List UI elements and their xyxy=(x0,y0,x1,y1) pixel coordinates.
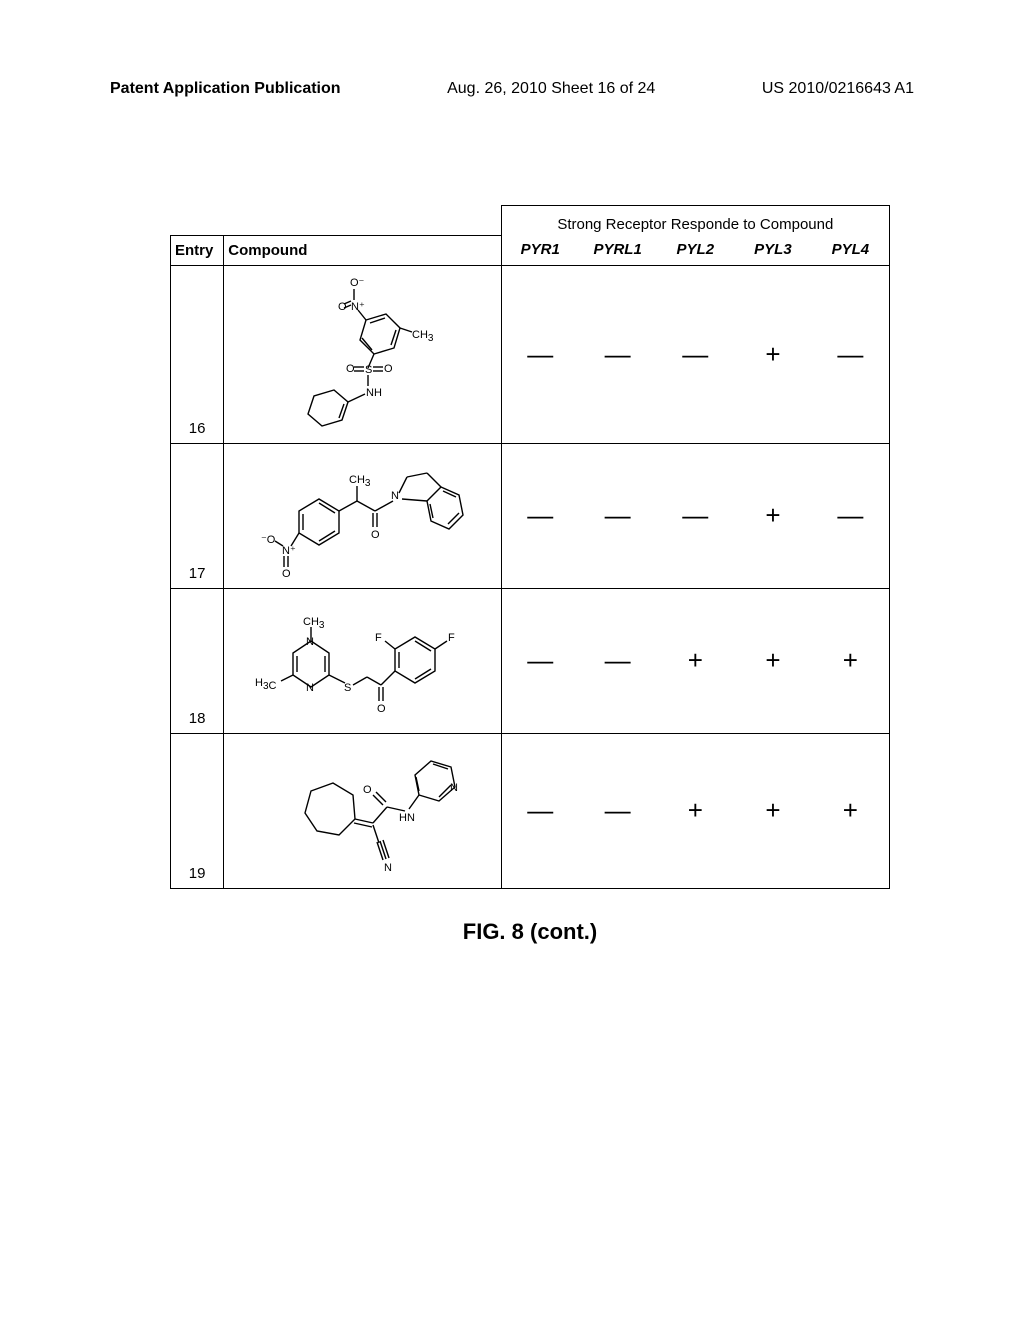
svg-text:O⁻: O⁻ xyxy=(350,277,365,289)
super-header: Strong Receptor Responde to Compound xyxy=(501,206,889,236)
entry-17: 17 xyxy=(171,443,224,588)
svg-text:O: O xyxy=(346,363,355,375)
resp-19-1: — xyxy=(579,733,657,888)
svg-text:⁻O: ⁻O xyxy=(261,534,276,546)
resp-19-0: — xyxy=(501,733,579,888)
svg-text:O: O xyxy=(363,784,372,796)
compound-table: Strong Receptor Responde to Compound Ent… xyxy=(170,205,890,889)
table-row: 16 O⁻ O N⁺ CH3 xyxy=(171,265,890,443)
svg-text:N: N xyxy=(306,682,314,694)
col-entry: Entry xyxy=(171,235,224,265)
svg-text:O: O xyxy=(282,568,291,580)
resp-16-2: — xyxy=(656,265,734,443)
figure-caption: FIG. 8 (cont.) xyxy=(170,919,890,945)
entry-16: 16 xyxy=(171,265,224,443)
svg-text:N⁺: N⁺ xyxy=(282,545,296,557)
svg-text:CH3: CH3 xyxy=(349,474,371,489)
resp-18-0: — xyxy=(501,588,579,733)
resp-19-4: + xyxy=(812,733,890,888)
svg-text:S: S xyxy=(344,682,351,694)
table-row: 17 ⁻O N⁺ O CH3 xyxy=(171,443,890,588)
gene-4: PYL4 xyxy=(812,235,890,265)
svg-text:NH: NH xyxy=(366,387,382,399)
svg-text:CH3: CH3 xyxy=(412,329,434,344)
compound-19: N O HN N xyxy=(224,733,501,888)
resp-17-2: — xyxy=(656,443,734,588)
gene-3: PYL3 xyxy=(734,235,812,265)
resp-17-4: — xyxy=(812,443,890,588)
svg-text:F: F xyxy=(375,632,382,644)
gene-1: PYRL1 xyxy=(579,235,657,265)
entry-18: 18 xyxy=(171,588,224,733)
resp-16-3: + xyxy=(734,265,812,443)
structure-17-icon: ⁻O N⁺ O CH3 O xyxy=(247,451,477,581)
resp-19-3: + xyxy=(734,733,812,888)
resp-16-0: — xyxy=(501,265,579,443)
svg-text:N⁺: N⁺ xyxy=(351,301,365,313)
table-row: 19 N O HN xyxy=(171,733,890,888)
resp-16-1: — xyxy=(579,265,657,443)
header-left: Patent Application Publication xyxy=(110,80,341,98)
compound-16: O⁻ O N⁺ CH3 O S xyxy=(224,265,501,443)
header-center: Aug. 26, 2010 Sheet 16 of 24 xyxy=(447,80,655,98)
resp-18-4: + xyxy=(812,588,890,733)
gene-0: PYR1 xyxy=(501,235,579,265)
svg-text:N: N xyxy=(306,636,314,648)
resp-18-2: + xyxy=(656,588,734,733)
svg-text:F: F xyxy=(448,632,455,644)
structure-16-icon: O⁻ O N⁺ CH3 O S xyxy=(262,272,462,437)
gene-2: PYL2 xyxy=(656,235,734,265)
table-row: 18 H3C N N CH3 S xyxy=(171,588,890,733)
resp-17-0: — xyxy=(501,443,579,588)
svg-text:HN: HN xyxy=(399,812,415,824)
resp-19-2: + xyxy=(656,733,734,888)
svg-text:CH3: CH3 xyxy=(303,616,325,631)
resp-17-1: — xyxy=(579,443,657,588)
svg-text:N: N xyxy=(450,782,458,794)
svg-text:N: N xyxy=(391,490,399,502)
svg-text:S: S xyxy=(365,364,372,376)
figure-content: Strong Receptor Responde to Compound Ent… xyxy=(170,205,890,945)
header-right: US 2010/0216643 A1 xyxy=(762,80,914,98)
structure-19-icon: N O HN N xyxy=(257,741,467,881)
svg-text:O: O xyxy=(371,529,380,541)
svg-text:H3C: H3C xyxy=(255,677,277,692)
page-header: Patent Application Publication Aug. 26, … xyxy=(0,80,1024,98)
resp-17-3: + xyxy=(734,443,812,588)
resp-16-4: — xyxy=(812,265,890,443)
svg-text:O: O xyxy=(384,363,393,375)
compound-18: H3C N N CH3 S O xyxy=(224,588,501,733)
blank-header xyxy=(171,206,502,236)
resp-18-3: + xyxy=(734,588,812,733)
col-compound: Compound xyxy=(224,235,501,265)
entry-19: 19 xyxy=(171,733,224,888)
structure-18-icon: H3C N N CH3 S O xyxy=(247,601,477,721)
compound-17: ⁻O N⁺ O CH3 O xyxy=(224,443,501,588)
svg-text:O: O xyxy=(377,703,386,715)
svg-text:N: N xyxy=(384,862,392,874)
resp-18-1: — xyxy=(579,588,657,733)
